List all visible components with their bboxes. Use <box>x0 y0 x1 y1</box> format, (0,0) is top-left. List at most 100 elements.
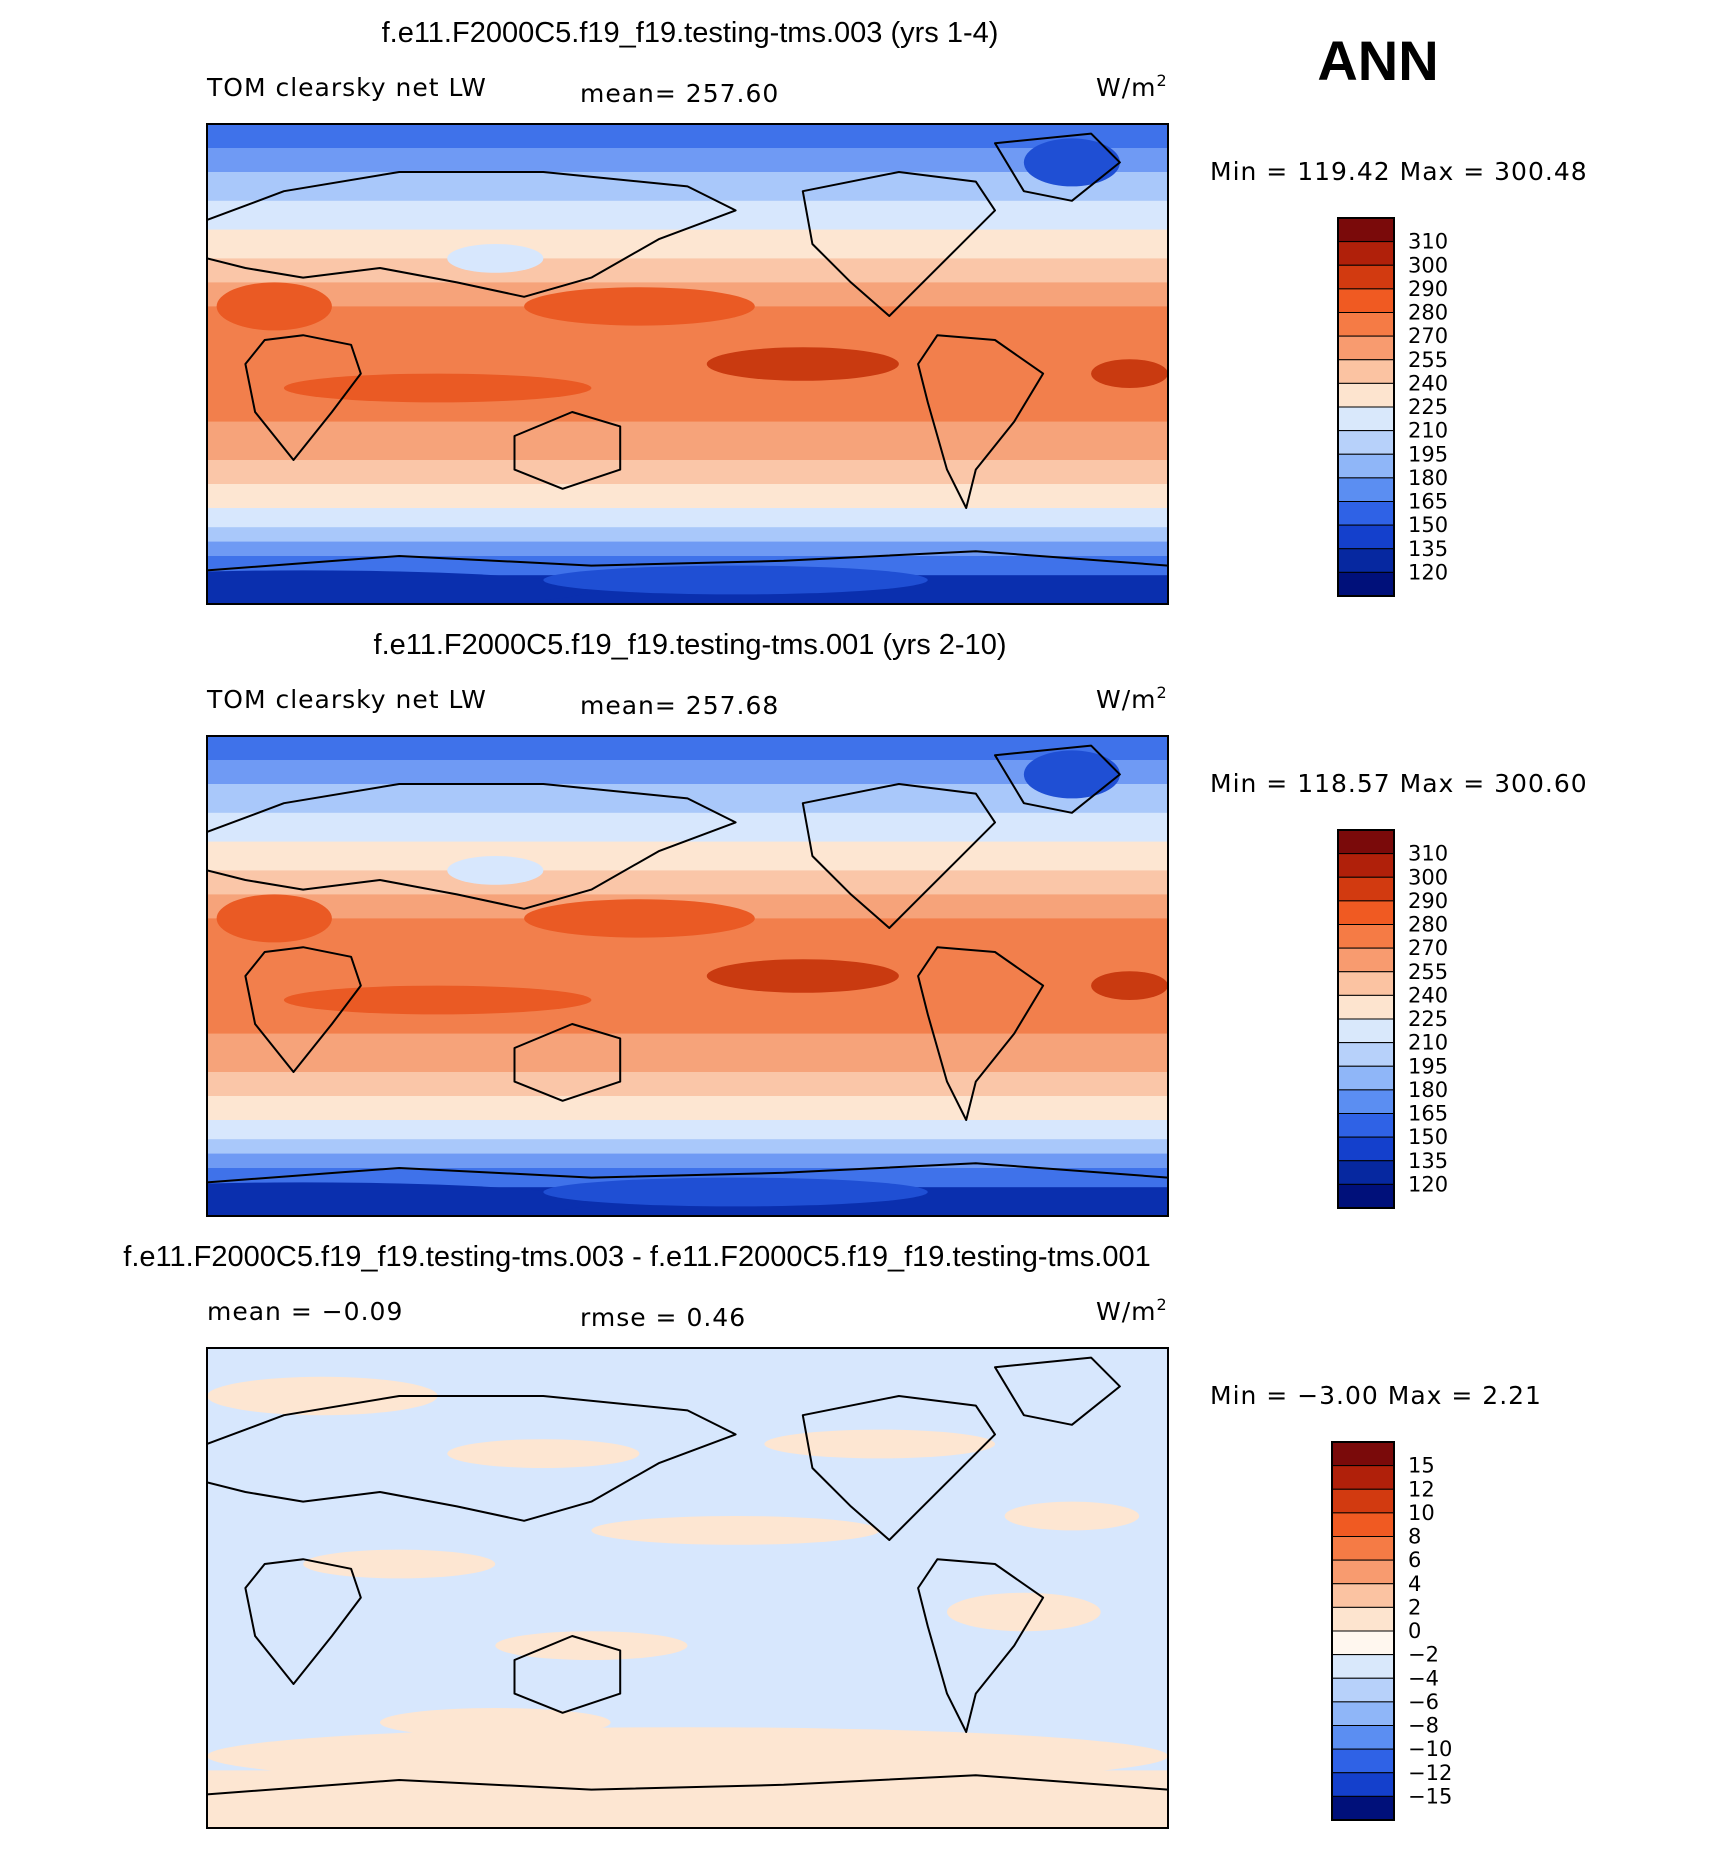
colorbar-label: −6 <box>1408 1690 1439 1714</box>
colorbar-swatch <box>1337 876 1395 902</box>
panel-minmax: Min = 119.42 Max = 300.48 <box>1210 157 1588 186</box>
colorbar-swatch <box>1337 1113 1395 1138</box>
colorbar-swatch <box>1331 1725 1395 1750</box>
panel-3: f.e11.F2000C5.f19_f19.testing-tms.003 - … <box>123 1241 1542 1829</box>
colorbar-label: 180 <box>1408 1078 1448 1102</box>
colorbar-swatch <box>1337 477 1395 502</box>
colorbar-swatch <box>1337 406 1395 432</box>
colorbar-label: 195 <box>1408 442 1448 466</box>
colorbar-swatch <box>1337 524 1395 550</box>
colorbar-label: 300 <box>1408 865 1448 889</box>
colorbar-label: 150 <box>1408 1125 1448 1149</box>
colorbar-swatch <box>1331 1606 1395 1632</box>
colorbar-label: −8 <box>1408 1714 1439 1738</box>
colorbar-label: 225 <box>1408 1007 1448 1031</box>
map-frame <box>206 735 1169 1217</box>
colorbar-label: −10 <box>1408 1737 1452 1761</box>
colorbar-swatch <box>1337 1018 1395 1044</box>
colorbar-swatch <box>1337 501 1395 526</box>
colorbar-label: 270 <box>1408 324 1448 348</box>
colorbar-label: 280 <box>1408 301 1448 325</box>
panel-units: W/m2 <box>1096 683 1168 714</box>
map-field <box>207 124 1168 604</box>
colorbar-swatch <box>1331 1654 1395 1679</box>
colorbar-swatch <box>1337 335 1395 361</box>
panel-left-label: mean = −0.09 <box>207 1297 403 1326</box>
colorbar-label: 195 <box>1408 1054 1448 1078</box>
colorbar-label: 290 <box>1408 277 1448 301</box>
colorbar-swatch <box>1337 359 1395 384</box>
colorbar-swatch <box>1337 994 1395 1020</box>
panel-title: f.e11.F2000C5.f19_f19.testing-tms.003 - … <box>123 1241 1150 1273</box>
colorbar-label: −15 <box>1408 1784 1452 1808</box>
colorbar-swatch <box>1337 829 1395 855</box>
colorbar-label: 240 <box>1408 983 1448 1007</box>
colorbar-swatch <box>1337 1136 1395 1162</box>
colorbar-label: 225 <box>1408 395 1448 419</box>
colorbar-label: 2 <box>1408 1595 1421 1619</box>
colorbar-swatch <box>1331 1512 1395 1537</box>
colorbar-swatch <box>1337 1160 1395 1185</box>
panel-center-label: mean= 257.68 <box>580 691 779 720</box>
panel-title: f.e11.F2000C5.f19_f19.testing-tms.001 (y… <box>374 629 1007 661</box>
colorbar-swatch <box>1331 1748 1395 1774</box>
colorbar-label: −12 <box>1408 1761 1452 1785</box>
colorbar-swatch <box>1337 1183 1395 1209</box>
colorbar-label: 270 <box>1408 936 1448 960</box>
colorbar-swatch <box>1337 264 1395 290</box>
colorbar-swatch <box>1337 382 1395 408</box>
colorbar-swatch <box>1331 1559 1395 1585</box>
panel-1: f.e11.F2000C5.f19_f19.testing-tms.003 (y… <box>206 17 1588 605</box>
colorbar-swatch <box>1337 1042 1395 1067</box>
panel-left-label: TOM clearsky net LW <box>206 73 487 102</box>
colorbar-swatch <box>1331 1488 1395 1514</box>
panel-center-label: rmse = 0.46 <box>580 1303 746 1332</box>
map-field <box>207 736 1168 1216</box>
colorbar-label: 210 <box>1408 1031 1448 1055</box>
colorbar-swatch <box>1331 1630 1395 1656</box>
colorbar-label: 8 <box>1408 1525 1421 1549</box>
colorbar-label: 4 <box>1408 1572 1421 1596</box>
colorbar-label: 15 <box>1408 1454 1435 1478</box>
panel-units: W/m2 <box>1096 71 1168 102</box>
map-frame <box>206 1347 1169 1829</box>
colorbar-label: 120 <box>1408 560 1448 584</box>
colorbar-label: 180 <box>1408 466 1448 490</box>
colorbar-swatch <box>1337 1065 1395 1091</box>
panel-2: f.e11.F2000C5.f19_f19.testing-tms.001 (y… <box>206 629 1587 1217</box>
colorbar-swatch <box>1337 1089 1395 1114</box>
colorbar-label: 240 <box>1408 371 1448 395</box>
colorbar-swatch <box>1337 853 1395 878</box>
colorbar-swatch <box>1337 971 1395 996</box>
colorbar-label: 135 <box>1408 537 1448 561</box>
panel-minmax: Min = −3.00 Max = 2.21 <box>1210 1381 1542 1410</box>
colorbar-swatch <box>1337 924 1395 949</box>
panel-title: f.e11.F2000C5.f19_f19.testing-tms.003 (y… <box>382 17 999 49</box>
map-frame <box>206 123 1169 605</box>
colorbar-label: 120 <box>1408 1172 1448 1196</box>
colorbar-swatch <box>1337 312 1395 337</box>
colorbar-label: 165 <box>1408 490 1448 514</box>
colorbar-swatch <box>1331 1465 1395 1490</box>
colorbar-label: 150 <box>1408 513 1448 537</box>
season-label: ANN <box>1317 29 1438 92</box>
colorbar-swatch <box>1337 288 1395 313</box>
panel-units: W/m2 <box>1096 1295 1168 1326</box>
colorbar-label: 300 <box>1408 253 1448 277</box>
colorbar-label: 255 <box>1408 348 1448 372</box>
colorbar-label: −4 <box>1408 1666 1439 1690</box>
colorbar-swatch <box>1331 1583 1395 1608</box>
colorbar-swatch <box>1337 571 1395 597</box>
colorbar: 3103002902802702552402252101951801651501… <box>1337 217 1448 597</box>
colorbar-label: 290 <box>1408 889 1448 913</box>
colorbar-label: −2 <box>1408 1643 1439 1667</box>
colorbar-swatch <box>1337 241 1395 266</box>
colorbar-swatch <box>1331 1772 1395 1797</box>
colorbar-label: 6 <box>1408 1548 1421 1572</box>
colorbar-swatch <box>1337 217 1395 243</box>
colorbar-swatch <box>1331 1441 1395 1467</box>
colorbar-swatch <box>1337 900 1395 925</box>
colorbar-label: 310 <box>1408 230 1448 254</box>
colorbar-label: 165 <box>1408 1102 1448 1126</box>
